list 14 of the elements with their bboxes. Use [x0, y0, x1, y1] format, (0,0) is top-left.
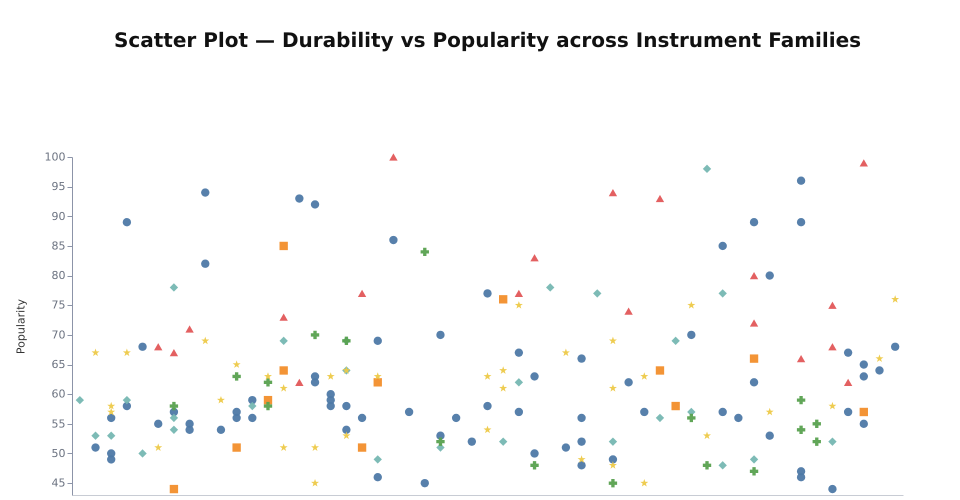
- y-tick-label: 60: [52, 388, 66, 401]
- y-tick-label: 55: [52, 417, 66, 430]
- y-tick-label: 50: [52, 446, 66, 460]
- y-axis-title: Popularity: [14, 298, 28, 354]
- y-tick-label: 45: [52, 476, 66, 490]
- y-tick-label: 100: [44, 150, 66, 164]
- y-tick-label: 95: [52, 180, 66, 194]
- y-tick-label: 80: [52, 269, 66, 282]
- y-tick-label: 75: [52, 298, 66, 312]
- y-tick-label: 90: [52, 210, 66, 223]
- chart-title: Scatter Plot — Durability vs Popularity across Instrument Families: [114, 28, 862, 52]
- y-tick-label: 65: [52, 358, 66, 372]
- y-tick-label: 70: [52, 328, 66, 342]
- y-tick-label: 85: [52, 239, 66, 252]
